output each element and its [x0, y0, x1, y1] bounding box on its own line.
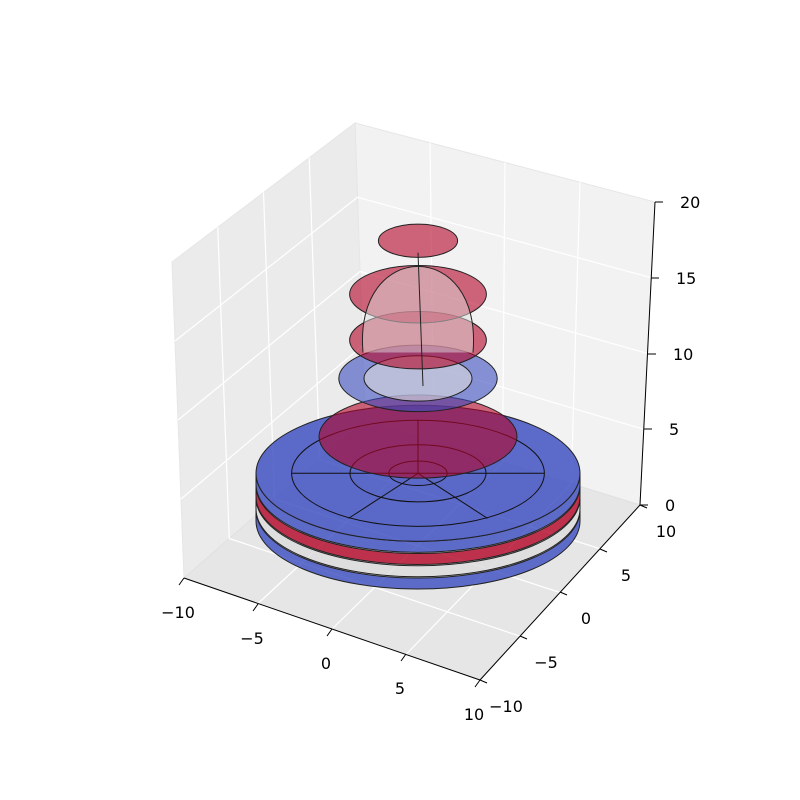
y-tick-label: 5: [621, 566, 631, 585]
gridline: [570, 182, 581, 484]
bulb-meridian: [417, 252, 424, 387]
y-tick-label: 0: [581, 609, 591, 628]
base-ring-red-side: [255, 485, 581, 566]
base-ring-light-side: [255, 497, 581, 578]
base-ring-bottom-side: [255, 509, 581, 590]
disc-spoke: [348, 472, 419, 519]
bulb-outline: [362, 266, 474, 353]
y-tick-mark: [479, 679, 488, 684]
y-tick-mark: [599, 548, 608, 553]
y-tick-mark: [559, 591, 568, 596]
gridline: [180, 345, 363, 500]
z-tick-label: 5: [669, 420, 679, 439]
disc-spoke: [417, 472, 488, 519]
x-tick-mark: [252, 603, 259, 612]
top-cap: [377, 223, 459, 258]
axis-ticks: −10 −5 0 5 10 −10 −5 0 5 10 0 5 10 15 20: [161, 193, 700, 724]
y-tick-label: 10: [656, 522, 676, 541]
z-tick-label: 15: [676, 269, 696, 288]
x-tick-label: 5: [395, 679, 405, 698]
x-tick-mark: [178, 577, 185, 586]
gridline: [177, 271, 361, 421]
y-tick-label: −10: [489, 697, 523, 716]
surface-plot: [255, 223, 581, 590]
x-tick-label: −5: [240, 629, 264, 648]
y-tick-label: −5: [534, 653, 558, 672]
x-tick-label: 10: [464, 705, 484, 724]
z-tick-label: 0: [665, 496, 675, 515]
gridline: [308, 157, 321, 460]
x-tick-mark: [326, 628, 333, 637]
z-tick-label: 20: [680, 193, 700, 212]
y-tick-mark: [519, 635, 528, 640]
z-axis-line: [639, 201, 656, 506]
z-tick-label: 10: [673, 345, 693, 364]
x-tick-mark: [400, 653, 407, 662]
x-tick-label: −10: [161, 603, 195, 622]
x-tick-mark: [474, 679, 481, 688]
x-tick-label: 0: [321, 654, 331, 673]
